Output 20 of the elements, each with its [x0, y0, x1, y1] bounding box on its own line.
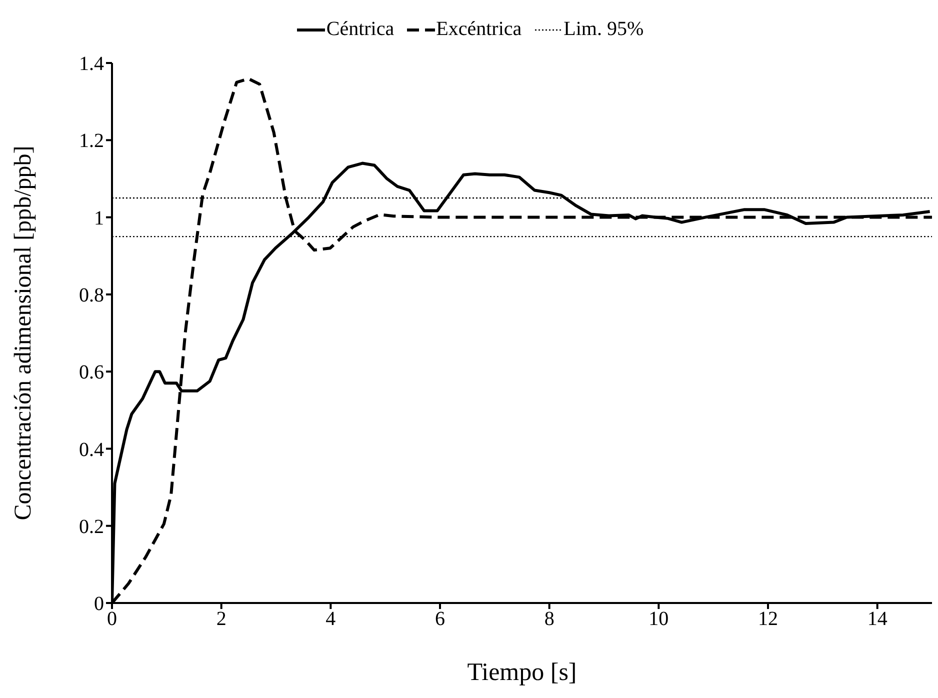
x-tick-label: 6: [435, 608, 445, 630]
x-tick-label: 8: [544, 608, 554, 630]
x-tick-label: 2: [216, 608, 226, 630]
x-tick-label: 4: [326, 608, 336, 630]
y-tick-label: 1.2: [79, 130, 104, 152]
y-tick-label: 0.2: [79, 516, 104, 538]
y-tick-label: 0.8: [79, 284, 104, 307]
legend-label: Lim. 95%: [564, 18, 644, 41]
x-axis-title: Tiempo [s]: [467, 659, 577, 686]
y-axis-title: Concentración adimensional [ppb/ppb]: [10, 146, 37, 520]
y-tick-label: 1: [94, 207, 104, 230]
y-tick-label: 0.6: [79, 362, 104, 384]
x-tick-label: 10: [648, 608, 669, 630]
x-tick-label: 14: [867, 608, 888, 630]
y-tick-label: 0.4: [79, 438, 104, 461]
legend-label: Excéntrica: [436, 18, 522, 41]
x-tick-label: 12: [758, 608, 778, 630]
legend-label: Céntrica: [326, 18, 394, 41]
y-tick-label: 0: [94, 593, 104, 616]
y-tick-label: 1.4: [79, 53, 104, 76]
